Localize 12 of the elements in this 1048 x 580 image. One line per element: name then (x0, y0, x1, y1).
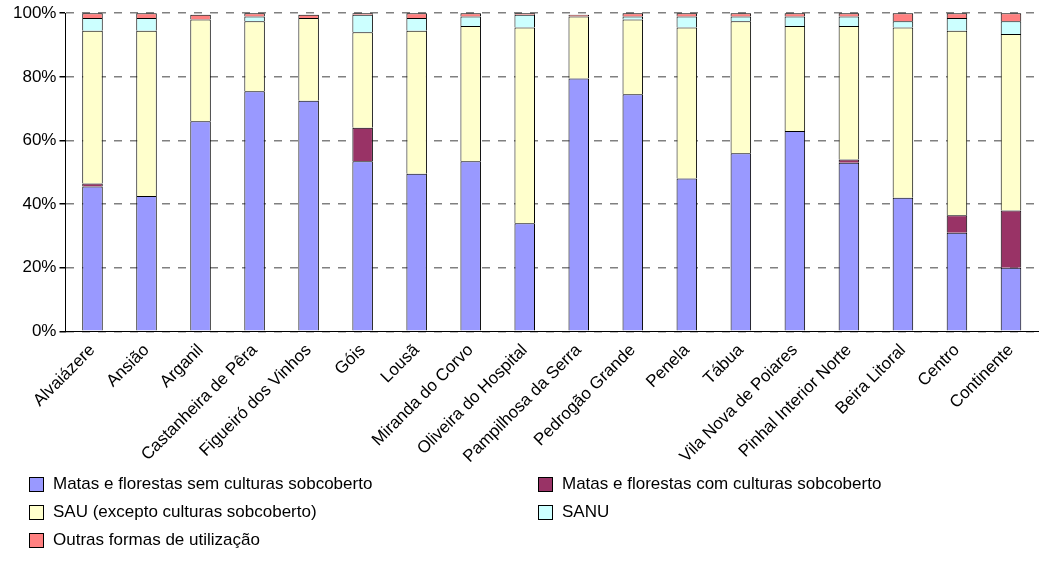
legend-label: SANU (562, 502, 610, 522)
y-tick-label: 40% (22, 193, 57, 213)
legend-label: Matas e florestas com culturas sobcoberto (562, 474, 882, 494)
y-tick-label: 100% (13, 2, 57, 22)
legend-label: Matas e florestas sem culturas sobcoberto (53, 474, 373, 494)
legend-label: SAU (excepto culturas sobcoberto) (53, 502, 317, 522)
y-tick-label: 0% (31, 321, 57, 341)
y-tick-label: 60% (22, 130, 57, 150)
x-tick-label: Góis (330, 340, 369, 379)
y-tick-label: 20% (22, 257, 57, 277)
y-tick-label: 80% (22, 66, 57, 86)
legend-label: Outras formas de utilização (53, 530, 260, 550)
